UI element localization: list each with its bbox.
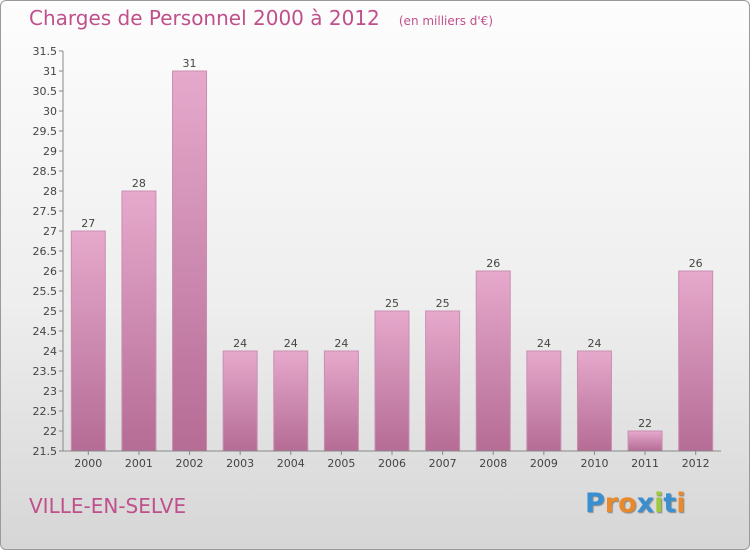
x-tick-label: 2004 [277,457,305,470]
y-tick-label: 26.5 [33,245,58,258]
logo-letter: i [654,488,664,519]
y-tick-label: 26 [43,265,57,278]
bar [576,350,612,452]
place-name: VILLE-EN-SELVE [29,494,187,518]
bar-value-label: 24 [537,337,551,350]
bar [323,350,359,452]
bar-value-label: 27 [81,217,95,230]
bar [222,350,258,452]
x-tick-label: 2010 [580,457,608,470]
bar-value-label: 24 [587,337,601,350]
proxiti-logo[interactable]: Proxiti [585,488,686,519]
y-tick-label: 25.5 [33,285,58,298]
y-tick-label: 28 [43,185,57,198]
title-row: Charges de Personnel 2000 à 2012 (en mil… [29,6,493,30]
x-tick-label: 2006 [378,457,406,470]
bar [121,190,157,452]
logo-letter: x [636,488,655,519]
y-tick-label: 29 [43,145,57,158]
x-tick-label: 2008 [479,457,507,470]
bar-value-label: 28 [132,177,146,190]
y-tick-label: 27 [43,225,57,238]
y-tick-label: 23.5 [33,365,58,378]
y-tick-label: 31 [43,65,57,78]
y-tick-label: 27.5 [33,205,58,218]
bar [526,350,562,452]
bar [273,350,309,452]
y-tick-label: 31.5 [33,45,58,58]
bar-value-label: 24 [233,337,247,350]
x-tick-label: 2001 [125,457,153,470]
bar-value-label: 26 [486,257,500,270]
y-tick-label: 22.5 [33,405,58,418]
logo-letter: i [676,488,686,519]
axis-layer: 21.5 22 22.5 23 23.5 24 24.5 25 25.5 26 26.5 27 27.5… [33,45,721,470]
bar-value-label: 25 [385,297,399,310]
logo-letter: t [663,488,677,519]
bar-value-label: 24 [284,337,298,350]
x-tick-label: 2002 [176,457,204,470]
y-tick-label: 28.5 [33,165,58,178]
y-tick-label: 22 [43,425,57,438]
x-tick-label: 2012 [682,457,710,470]
y-tick-label: 23 [43,385,57,398]
chart-subtitle: (en milliers d'€) [398,14,493,28]
bar [627,430,663,452]
bar-value-label: 26 [689,257,703,270]
bar-value-label: 22 [638,417,652,430]
bar-value-label: 31 [183,57,197,70]
y-tick-label: 29.5 [33,125,58,138]
x-tick-label: 2003 [226,457,254,470]
x-tick-label: 2005 [327,457,355,470]
bar [425,310,461,452]
bar [475,270,511,452]
bar [70,230,106,452]
logo-letter: r [604,488,619,519]
bar-value-label: 25 [436,297,450,310]
bar [172,70,208,452]
y-tick-label: 24.5 [33,325,58,338]
x-tick-label: 2000 [74,457,102,470]
x-tick-label: 2007 [429,457,457,470]
bar [374,310,410,452]
x-tick-label: 2011 [631,457,659,470]
y-tick-label: 30 [43,105,57,118]
y-tick-label: 30.5 [33,85,58,98]
bar-value-label: 24 [334,337,348,350]
y-tick-label: 24 [43,345,57,358]
x-tick-label: 2009 [530,457,558,470]
logo-letter: o [618,488,637,519]
chart-title: Charges de Personnel 2000 à 2012 [29,6,380,30]
bars-layer: 27 28 31 24 24 24 25 25 26 24 24 22 26 [70,57,714,452]
bar [678,270,714,452]
logo-letter: P [585,488,605,519]
y-tick-label: 25 [43,305,57,318]
y-tick-label: 21.5 [33,445,58,458]
